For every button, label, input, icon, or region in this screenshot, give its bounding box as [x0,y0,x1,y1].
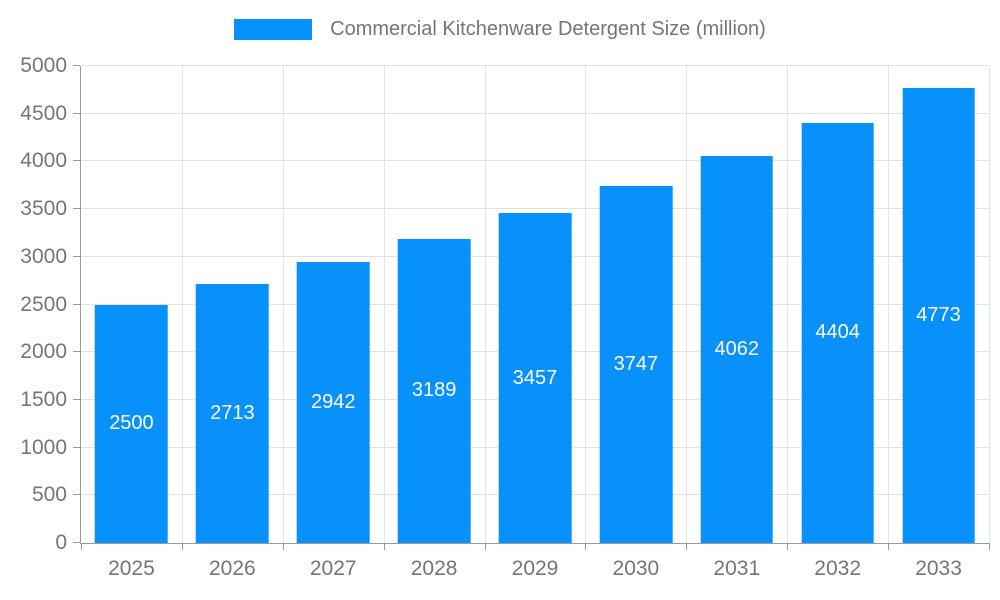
bar-value-label: 4404 [815,321,860,344]
x-axis-tick [585,543,587,550]
x-axis-tick [181,543,183,550]
bar-value-label: 2500 [109,412,154,435]
horizontal-gridline [81,65,989,66]
x-axis-tick-label: 2027 [309,557,357,580]
x-axis-tick-label: 2029 [511,557,559,580]
y-axis-tick [73,255,80,257]
vertical-gridline [383,66,385,543]
y-axis-tick-label: 3500 [20,197,67,221]
y-axis-tick [73,112,80,114]
y-axis-tick [73,542,80,543]
x-axis-tick [81,543,82,550]
legend[interactable]: Commercial Kitchenware Detergent Size (m… [0,18,1000,41]
vertical-gridline [888,66,890,543]
bar: 3457 [498,213,572,543]
y-axis-tick [73,65,80,66]
vertical-gridline [686,66,688,543]
y-axis-tick [73,398,80,400]
bar-value-label: 4773 [916,303,961,326]
bar: 4773 [902,87,975,543]
y-axis-tick-label: 2000 [20,340,67,364]
x-axis-tick [686,543,688,550]
y-axis-tick-label: 4500 [20,101,67,125]
horizontal-gridline [81,208,989,210]
bar: 2713 [196,284,269,543]
vertical-gridline [585,66,587,543]
y-axis-tick-label: 5000 [20,54,67,77]
bar: 3747 [599,185,673,543]
horizontal-gridline [81,160,989,162]
legend-label: Commercial Kitchenware Detergent Size (m… [330,18,766,40]
x-axis-tick-label: 2033 [915,557,962,580]
y-axis-tick-label: 4000 [20,149,67,173]
x-axis-tick-label: 2030 [612,557,660,580]
y-axis-tick-label: 0 [55,531,67,554]
x-axis-tick [484,543,486,550]
bar-value-label: 4062 [714,337,760,360]
y-axis-tick-label: 1000 [20,435,67,459]
bar-value-label: 2942 [310,391,356,414]
x-axis-tick [989,543,990,550]
x-axis-tick-label: 2028 [410,557,458,580]
y-axis-tick [73,351,80,353]
y-axis-tick [73,303,80,305]
vertical-gridline [484,66,486,543]
x-axis-tick-label: 2031 [713,557,761,580]
plot-area: 0 500 1000 1500 2000 2500 3000 3500 4000 4500 5000… [20,54,990,580]
y-axis-tick-label: 3000 [20,244,67,268]
bar-value-label: 3747 [613,352,659,375]
vertical-gridline [989,66,990,543]
vertical-gridline [282,66,284,543]
y-axis-tick [73,160,80,162]
y-axis-tick [73,208,80,210]
bar: 2500 [95,304,168,543]
y-axis-tick-label: 2500 [20,292,67,316]
vertical-gridline [181,66,183,543]
x-axis-tick-label: 2026 [208,557,256,580]
bar-value-label: 3457 [512,366,558,389]
x-axis-tick [383,543,385,550]
y-axis-tick [73,494,80,496]
x-axis-tick [282,543,284,550]
horizontal-gridline [81,112,989,114]
y-axis-tick-label: 1500 [20,387,67,411]
legend-swatch [234,19,313,40]
x-axis-tick [787,543,789,550]
x-axis-tick-label: 2032 [814,557,862,580]
bar-value-label: 3189 [411,379,457,402]
bar: 3189 [397,238,471,543]
bar: 4404 [801,122,874,543]
x-axis-tick-label: 2025 [108,557,155,580]
bar: 4062 [700,155,774,543]
y-axis-tick-label: 500 [31,483,67,507]
bar: 2942 [296,262,370,543]
bar-value-label: 2713 [210,402,255,425]
y-axis-tick [73,446,80,448]
x-axis-tick [888,543,890,550]
vertical-gridline [787,66,789,543]
